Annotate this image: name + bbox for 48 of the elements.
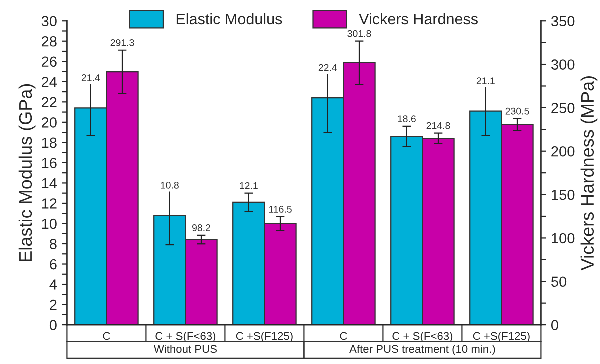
y-tick-label: 12 (42, 198, 57, 209)
y-tick-label: 20 (42, 118, 57, 128)
y-tick-label: 10 (42, 218, 57, 230)
y2-tick-label: 300 (551, 60, 575, 70)
legend-label: Elastic Modulus (176, 13, 282, 25)
y2-tick-label: 350 (551, 16, 575, 27)
data-label: 21.4 (82, 74, 100, 82)
text: Without PUS (154, 344, 217, 354)
text: After PUS treatment (10 min.) (350, 344, 496, 356)
data-label: 21.1 (476, 78, 495, 84)
y2-tick-label: 0 (551, 320, 558, 330)
y-tick-label: 0 (50, 320, 57, 330)
data-label: 230.5 (506, 108, 530, 115)
data-label: 291.3 (110, 39, 134, 46)
y2-tick-label: 50 (552, 276, 567, 288)
y2-tick-label: 250 (552, 103, 575, 114)
y-tick-label: 18 (42, 138, 57, 148)
x-tick-label: C +S(F125) (236, 332, 293, 342)
y-tick-label: 28 (42, 36, 57, 47)
y-tick-label: 30 (42, 16, 57, 27)
y-tick-label: 8 (50, 239, 57, 250)
y-tick-label: 22 (42, 97, 57, 108)
y2-tick-label: 100 (552, 233, 575, 244)
y2-tick-label: 150 (552, 190, 575, 200)
data-label: 22.4 (318, 64, 338, 72)
y-tick-label: 2 (50, 300, 57, 310)
data-label: 301.8 (348, 30, 372, 38)
y2-tick-label: 200 (552, 146, 575, 157)
x-tick-label: C (340, 332, 348, 340)
data-label: 10.8 (161, 182, 179, 189)
y-tick-label: 24 (42, 77, 58, 88)
x-tick-label: C (103, 332, 110, 340)
y-tick-label: 4 (50, 280, 58, 290)
y-tick-label: 6 (50, 259, 57, 270)
x-tick-label: C + S(F<63) (156, 332, 216, 342)
legend-label: Vickers Hardness (359, 13, 478, 25)
y2-axis-title: Vickers Hardness (MPa) (580, 76, 598, 271)
y-axis-title: Elastic Modulus (GPa) (18, 84, 36, 262)
data-label: 18.6 (398, 116, 416, 122)
data-label: 116.5 (269, 206, 292, 213)
y-tick-label: 16 (42, 158, 57, 168)
y-tick-label: 14 (42, 178, 58, 188)
y-tick-label: 26 (42, 56, 57, 68)
data-label: 12.1 (240, 182, 258, 190)
x-tick-label: C +S(F125) (473, 332, 530, 342)
x-tick-label: C + S(F<63) (392, 332, 453, 342)
data-label: 98.2 (192, 224, 210, 232)
data-label: 214.8 (426, 122, 450, 130)
